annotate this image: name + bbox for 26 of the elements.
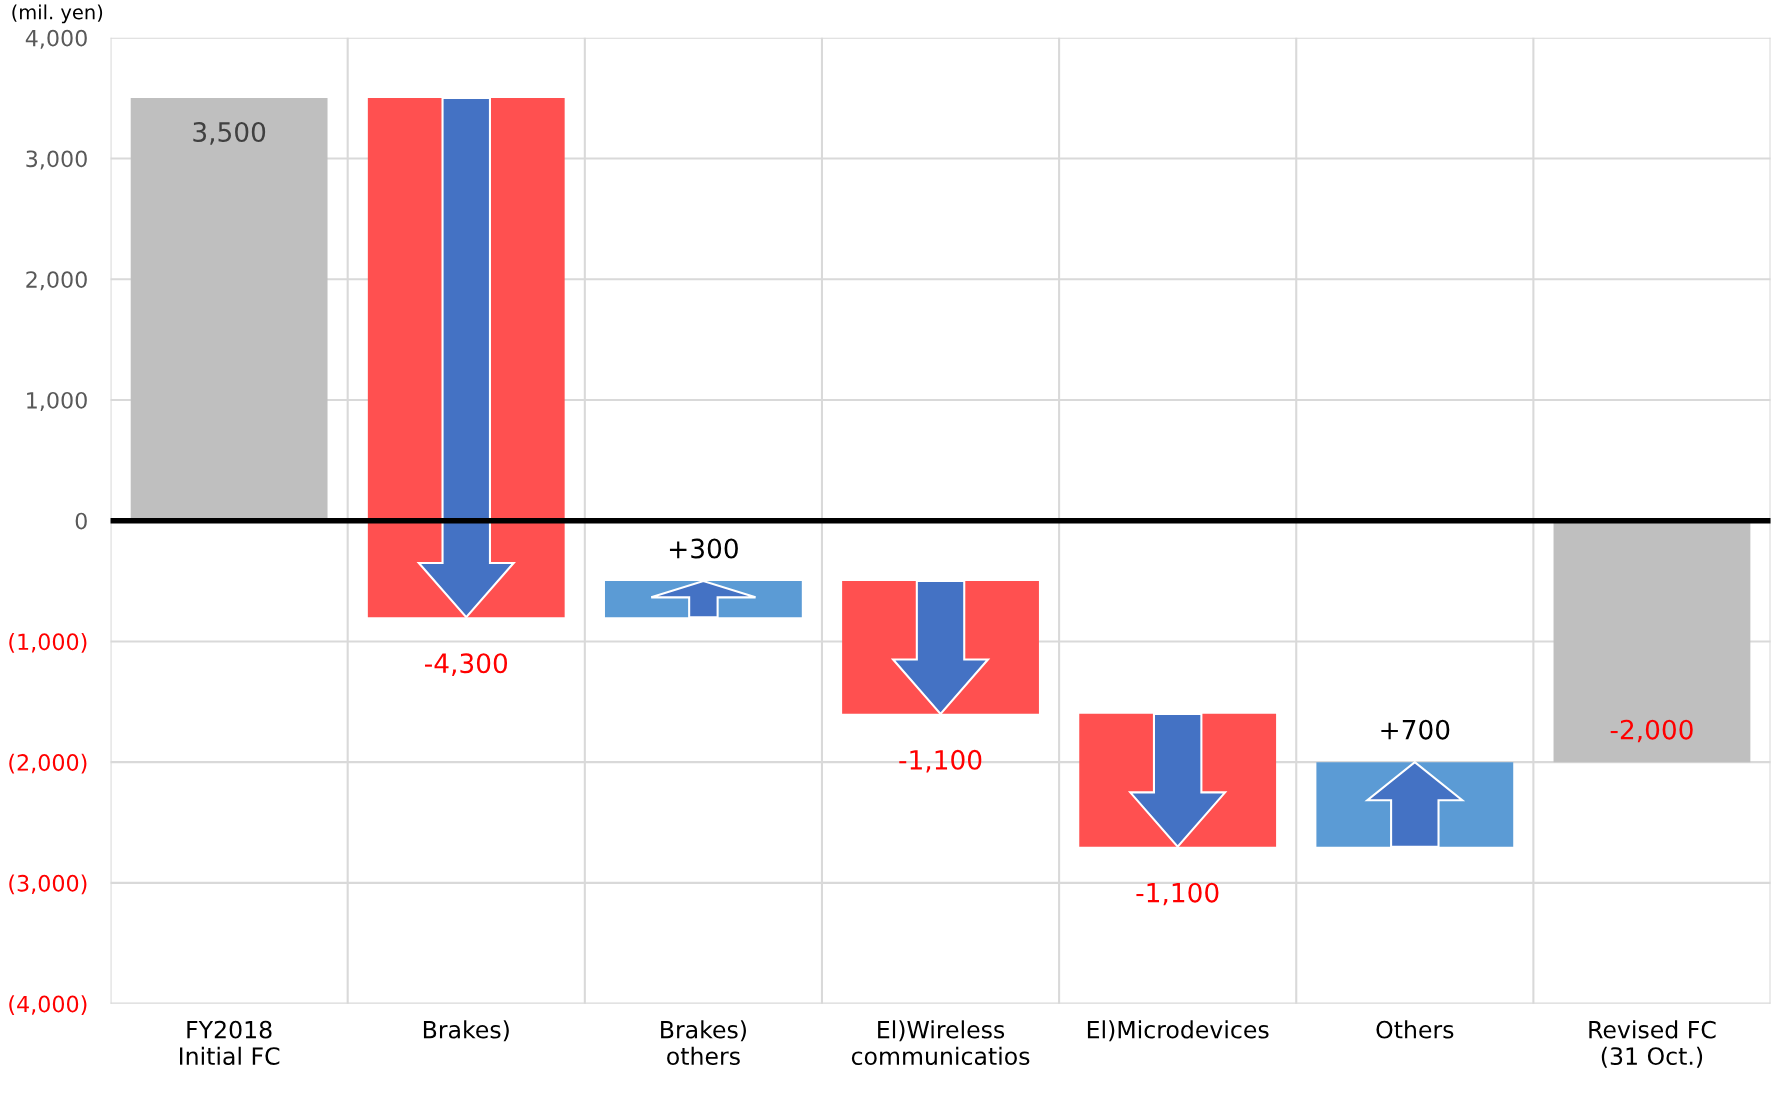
y-tick-label: (1,000) — [9, 633, 87, 653]
y-tick-label: (4,000) — [9, 995, 87, 1016]
data-label: -4,300 — [425, 653, 508, 676]
x-tick-label: El)Wireless communicatios — [851, 1020, 1030, 1066]
data-label: 3,500 — [193, 122, 266, 145]
data-label: +300 — [669, 538, 738, 559]
x-tick-label: Brakes) — [423, 1020, 509, 1042]
y-tick-label: (2,000) — [9, 753, 87, 774]
y-tick-label: (3,000) — [9, 874, 87, 895]
x-tick-label: Brakes) others — [661, 1020, 746, 1066]
y-tick-label: 1,000 — [27, 391, 87, 411]
y-tick-label: 2,000 — [26, 271, 87, 291]
x-tick-label: Revised FC (31 Oct.) — [1589, 1020, 1716, 1068]
y-tick-label: 3,000 — [26, 150, 87, 170]
bar — [1553, 520, 1751, 763]
text: (mil. yen) — [12, 4, 103, 24]
bar — [130, 98, 328, 521]
data-label: -2,000 — [1610, 719, 1693, 743]
data-label: -1,100 — [1136, 882, 1219, 906]
x-tick-label: FY2018 Initial FC — [179, 1020, 280, 1066]
x-tick-label: Others — [1376, 1020, 1454, 1039]
x-tick-label: El)Microdevices — [1087, 1020, 1269, 1042]
y-tick-label: 0 — [75, 512, 87, 530]
y-tick-label: 4,000 — [25, 29, 87, 49]
data-label: +700 — [1381, 719, 1450, 740]
data-label: -1,100 — [899, 749, 982, 773]
